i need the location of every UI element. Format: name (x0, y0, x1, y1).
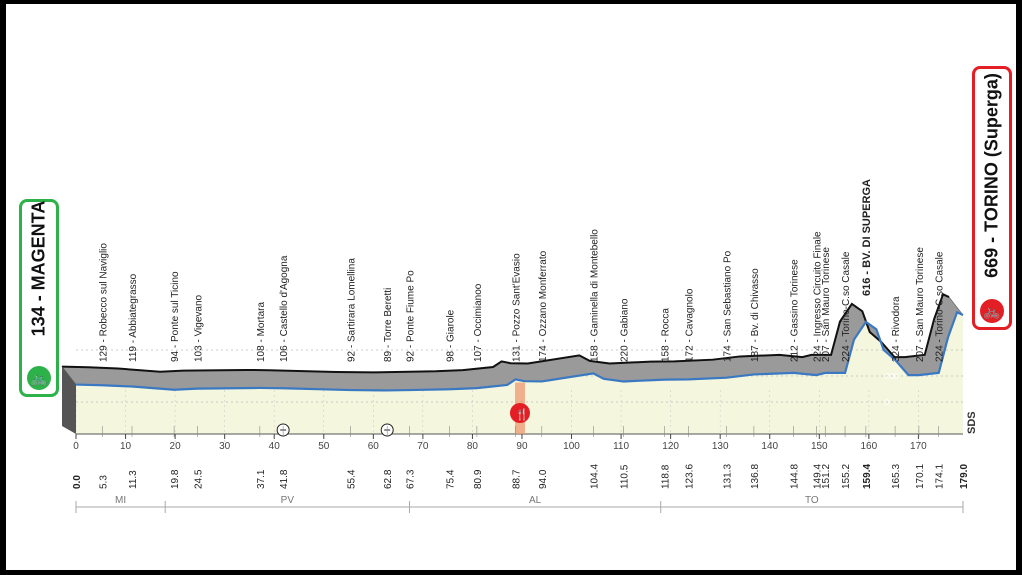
waypoint-label: 158 - Gaminella di Montebello (589, 229, 600, 362)
region-label: AL (529, 495, 542, 506)
x-tick-label: 40 (269, 441, 281, 452)
waypoint-label: 224 - Torino-C.so Casale (841, 251, 852, 362)
waypoint-label: 108 - Mortara (256, 302, 267, 362)
x-tick-label: 20 (170, 441, 182, 452)
x-tick-label: 80 (467, 441, 479, 452)
region-label: MI (115, 495, 126, 506)
y-tick-label: 0 (885, 398, 890, 407)
waypoint-label: 103 - Vigevano (193, 294, 204, 362)
x-tick-label: 0 (73, 441, 79, 452)
km-marker: 67.3 (405, 469, 416, 489)
waypoint-label: 107 - Occimianoo (473, 283, 484, 362)
km-marker: 37.1 (256, 469, 267, 489)
finish-badge: 669 - TORINO (Superga) 🚲 (972, 66, 1012, 330)
x-tick-label: 90 (516, 441, 528, 452)
x-tick-label: 10 (120, 441, 132, 452)
x-tick-label: 160 (861, 441, 878, 452)
start-label: 134 - MAGENTA (28, 200, 49, 337)
feed-zone-icon (509, 403, 530, 423)
finish-label: 669 - TORINO (Superga) (981, 73, 1002, 278)
waypoint-label: 172 - Cavagnolo (684, 288, 695, 362)
km-marker: 170.1 (915, 464, 926, 489)
km-marker: 62.8 (383, 469, 394, 489)
profile-left-wall (62, 366, 76, 434)
km-marker: 155.2 (841, 464, 852, 489)
km-marker: 174.1 (935, 464, 946, 489)
km-marker: 88.7 (512, 469, 523, 489)
region-label: TO (805, 495, 819, 506)
x-tick-label: 70 (417, 441, 429, 452)
waypoint-label: 224 - Torino-C.so Casale (935, 251, 946, 362)
x-tick-label: 60 (368, 441, 380, 452)
x-tick-label: 30 (219, 441, 231, 452)
waypoint-label: 158 - Rocca (661, 308, 672, 362)
profile-chart: 0 200 400 🍴 0 10 20 30 40 50 60 70 80 90 100 110 120 130 1… (61, 179, 978, 513)
terrain-fill (76, 312, 963, 434)
km-marker: 144.8 (790, 464, 801, 489)
waypoint-label: 207 - San Mauro Torinese (821, 247, 832, 362)
km-marker: 131.3 (723, 464, 734, 489)
waypoint-label: 187 - Bv. di Chivasso (750, 268, 761, 362)
waypoint-label: 94 - Ponte sul Ticino (170, 271, 181, 362)
km-marker: 149.4 (812, 464, 823, 489)
waypoint-label: 324 - Rivodora (891, 296, 902, 362)
region-label: PV (281, 495, 295, 506)
km-marker: 110.5 (620, 464, 631, 489)
waypoint-label: 92 - Sartirara Lomellina (347, 258, 358, 362)
km-marker: 136.8 (750, 464, 761, 489)
km-marker: 94.0 (538, 469, 549, 489)
km-marker: 19.8 (170, 469, 181, 489)
waypoint-label: 220 - Gabiano (620, 298, 631, 362)
x-tick-label: 100 (563, 441, 580, 452)
km-marker: 151.2 (821, 464, 832, 489)
km-marker: 41.8 (279, 469, 290, 489)
waypoint-label: 131 - Pozzo Sant'Evasio (512, 253, 523, 362)
elevation-line (75, 310, 964, 392)
km-marker: 123.6 (684, 464, 695, 489)
x-tick-label: 150 (811, 441, 828, 452)
start-badge: 134 - MAGENTA 🚲 (19, 199, 59, 397)
km-marker: 24.5 (193, 469, 204, 489)
waypoint-label: 129 - Robecco sul Naviglio (98, 243, 109, 362)
waypoint-label: 89 - Torre Beretti (383, 288, 394, 362)
km-marker: 55.4 (347, 469, 358, 489)
sds-logo: SDS (966, 411, 978, 434)
stage-profile: 0 200 400 🍴 0 10 20 30 40 50 60 70 80 90 100 110 120 130 1… (6, 4, 1016, 570)
x-tick-label: 170 (910, 441, 927, 452)
waypoint-label: 174 - Ozzano Monferrato (538, 250, 549, 362)
km-marker: 165.3 (891, 464, 902, 489)
km-marker: 5.3 (98, 475, 109, 489)
waypoint-label: 224 - Ingresso Circuito Finale (812, 231, 823, 362)
waypoint-label: 174 - San Sebastiano Po (723, 250, 734, 362)
cyclist-icon: 🚲 (27, 366, 51, 390)
km-marker: 159.4 (862, 464, 873, 489)
waypoint-label: 98 - Giarole (446, 309, 457, 362)
feed-zone-glyph: 🍴 (515, 408, 529, 421)
y-tick-label: 200 (885, 372, 899, 381)
km-marker: 0.0 (72, 475, 83, 489)
x-tick-label: 110 (613, 441, 629, 452)
x-tick-label: 120 (662, 441, 679, 452)
waypoint-label: 212 - Gassino Torinese (790, 259, 801, 362)
km-marker: 11.3 (128, 470, 139, 489)
y-tick-label: 400 (885, 346, 899, 355)
km-marker: 75.4 (446, 469, 457, 489)
x-tick-label: 50 (318, 441, 330, 452)
waypoint-label: 119 - Abbiategrasso (128, 273, 139, 362)
x-tick-label: 130 (712, 441, 729, 452)
cyclist-icon: 🚲 (980, 299, 1004, 323)
x-tick-label: 140 (761, 441, 778, 452)
km-marker: 80.9 (473, 469, 484, 489)
km-marker: 179.0 (959, 464, 970, 489)
km-marker: 104.4 (589, 464, 600, 489)
km-marker: 118.8 (661, 464, 672, 489)
waypoint-label: 106 - Castello d'Agogna (279, 255, 290, 362)
waypoint-label: 207 - San Mauro Torinese (915, 247, 926, 362)
waypoint-label: 616 - BV. DI SUPERGA (861, 179, 873, 296)
waypoint-label: 92 - Ponte Fiume Po (405, 270, 416, 362)
